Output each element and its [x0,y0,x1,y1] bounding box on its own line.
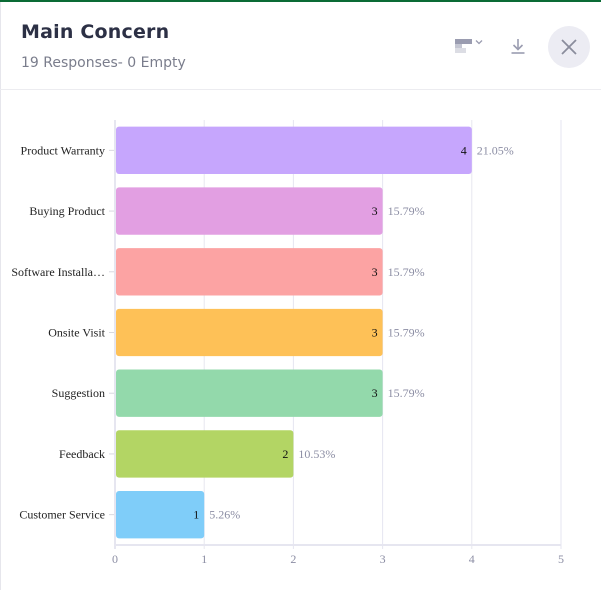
bar-chart-type-icon-bar [455,48,466,53]
value-label: 3 [372,386,378,400]
chevron-down-icon [475,40,483,45]
value-label: 4 [461,143,467,157]
percent-label: 15.79% [388,265,425,279]
x-tick-label: 0 [112,552,118,566]
category-label: Customer Service [19,508,105,522]
percent-label: 21.05% [477,143,514,157]
category-label: Feedback [59,447,105,461]
close-icon [561,39,577,55]
download-button[interactable] [507,35,529,57]
panel-title: Main Concern [21,21,170,43]
left-border [0,2,1,590]
header-divider [0,89,601,90]
x-tick-label: 2 [290,552,296,566]
value-label: 3 [372,265,378,279]
x-tick-label: 3 [380,552,386,566]
x-tick-label: 1 [201,552,207,566]
category-label: Onsite Visit [48,326,105,340]
bar [116,430,294,478]
category-label: Buying Product [29,204,105,218]
chart-type-button[interactable] [452,36,488,56]
bar-chart-type-icon-bar [455,39,472,44]
percent-label: 5.26% [209,508,240,522]
chart-area: 0 1 2 3 4 5 Product Warranty 4 21.05% Buying Prod… [0,90,601,590]
response-count: 19 Responses- 0 Empty [21,55,186,71]
category-label: Suggestion [52,386,105,400]
percent-label: 15.79% [388,326,425,340]
percent-label: 15.79% [388,386,425,400]
bar [116,248,383,296]
bar [116,490,205,539]
bar [116,126,472,175]
bar-chart: 0 1 2 3 4 5 Product Warranty 4 21.05% Buying Prod… [11,120,564,566]
bar [116,308,383,357]
top-accent-bar [0,0,601,2]
value-label: 3 [372,204,378,218]
category-label: Software Installa… [11,265,105,279]
value-label: 2 [282,447,288,461]
x-tick-label: 4 [469,552,475,566]
percent-label: 15.79% [388,204,425,218]
x-tick-label: 5 [558,552,564,566]
value-label: 3 [372,326,378,340]
percent-label: 10.53% [298,447,335,461]
bar [116,187,383,235]
bar [116,369,383,417]
close-button[interactable] [548,26,590,68]
category-label: Product Warranty [21,143,105,157]
bar-chart-type-icon-bar [455,44,462,48]
panel-header: Main Concern 19 Responses- 0 Empty [0,2,601,90]
download-icon [511,39,525,54]
value-label: 1 [193,508,199,522]
